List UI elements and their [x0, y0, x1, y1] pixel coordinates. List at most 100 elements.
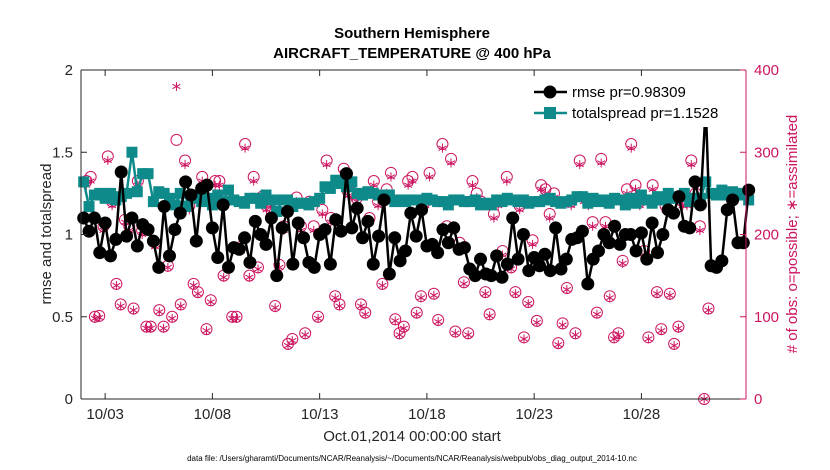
obs-assimilated-point [146, 323, 155, 333]
rmse-point [688, 175, 702, 189]
obs-assimilated-point [288, 336, 297, 346]
y-tick-label: 0 [65, 391, 73, 408]
rmse-point [120, 229, 134, 243]
rmse-point [742, 183, 756, 197]
obs-assimilated-point [669, 341, 679, 351]
rmse-point [238, 231, 252, 245]
rmse-point [291, 216, 305, 230]
obs-assimilated-point [159, 323, 168, 333]
obs-assimilated-point [558, 320, 567, 330]
totalspread-point [646, 197, 658, 209]
rmse-point [667, 206, 681, 220]
totalspread-point [147, 196, 159, 208]
rmse-series [77, 99, 756, 291]
obs-assimilated-point [129, 305, 138, 315]
rmse-point [345, 221, 359, 235]
rmse-point [232, 242, 246, 256]
rmse-point [168, 223, 182, 237]
rmse-point [103, 249, 117, 263]
rmse-point [200, 178, 214, 192]
totalspread-point [630, 197, 642, 209]
totalspread-point [657, 194, 669, 206]
obs-assimilated-point [528, 239, 537, 249]
rmse-point [388, 231, 402, 245]
obs-assimilated-point [429, 290, 439, 300]
obs-assimilated-point [391, 316, 400, 326]
rmse-point [77, 211, 91, 225]
obs-assimilated-point [112, 280, 121, 290]
y2-tick-label: 400 [754, 62, 779, 79]
rmse-point [264, 211, 278, 225]
obs-assimilated-point [249, 176, 258, 186]
data-file-footnote: data file: /Users/gharamti/Documents/NCA… [187, 454, 637, 463]
rmse-point [398, 244, 412, 258]
rmse-point [329, 213, 343, 227]
legend-totalspread-marker [544, 107, 556, 119]
obs-assimilated-point [532, 318, 541, 328]
obs-assimilated-point [361, 309, 370, 319]
obs-assimilated-point [489, 213, 499, 223]
obs-assimilated-point [219, 272, 228, 282]
rmse-point [179, 175, 193, 189]
rmse-point [356, 231, 370, 245]
obs-assimilated-point [193, 289, 203, 299]
legend: rmse pr=0.98309 totalspread pr=1.1528 [530, 79, 744, 127]
rmse-point [516, 228, 530, 241]
rmse-point [495, 270, 509, 284]
obs-assimilated-point [614, 330, 623, 340]
obs-assimilated-point [425, 172, 434, 182]
rmse-point [259, 237, 273, 251]
x-tick-label: 10/03 [86, 406, 124, 423]
rmse-point [205, 221, 219, 235]
rmse-point [693, 198, 707, 212]
legend-totalspread-label: totalspread pr=1.1528 [572, 105, 718, 122]
totalspread-point [281, 194, 293, 206]
obs-assimilated-point [695, 225, 705, 235]
totalspread-point [174, 187, 186, 199]
rmse-point [141, 223, 155, 237]
obs-assimilated-point [597, 158, 606, 168]
obs-assimilated-point [335, 301, 344, 311]
rmse-point [382, 267, 396, 281]
rmse-point [474, 252, 488, 266]
rmse-point [146, 234, 160, 248]
rmse-point [109, 232, 123, 246]
obs-assimilated-point [674, 323, 683, 333]
obs-assimilated-point [464, 330, 473, 340]
rmse-point [672, 190, 686, 204]
obs-assimilated-point [524, 299, 533, 309]
rmse-point [221, 260, 235, 274]
chart-title: Southern Hemisphere [334, 25, 490, 42]
obs-assimilated-point [652, 289, 662, 299]
totalspread-point [700, 176, 712, 188]
axes: 10/03 10/08 10/13 10/18 10/23 10/2800.511.520… [52, 62, 779, 423]
obs-assimilated-point [412, 309, 421, 319]
obs-assimilated-point [438, 143, 447, 153]
obs-assimilated-point [270, 303, 280, 313]
rmse-point [613, 237, 627, 251]
obs-assimilated-point [395, 330, 404, 340]
obs-possible-point [170, 133, 183, 146]
obs-assimilated-point [704, 305, 713, 315]
obs-assimilated-point [232, 313, 241, 323]
rmse-point [538, 247, 552, 261]
rmse-point [447, 221, 461, 235]
rmse-point [254, 228, 268, 241]
rmse-point [243, 255, 257, 269]
obs-assimilated-point [562, 285, 572, 295]
rmse-point [275, 221, 289, 235]
obs-assimilated-point [627, 143, 636, 153]
obs-assimilated-point [575, 160, 584, 170]
obs-assimilated-point [502, 176, 511, 186]
obs-assimilated-point [554, 340, 563, 350]
rmse-point [651, 246, 665, 260]
obs-assimilated-point [451, 328, 460, 338]
rmse-point [409, 229, 423, 243]
rmse-point [361, 214, 375, 228]
totalspread-point [121, 187, 133, 199]
obs-assimilated-point [605, 293, 614, 303]
rmse-point [270, 269, 284, 283]
obs-assimilated-point [408, 176, 417, 186]
obs-assimilated-point [206, 297, 215, 307]
rmse-point [457, 241, 471, 255]
